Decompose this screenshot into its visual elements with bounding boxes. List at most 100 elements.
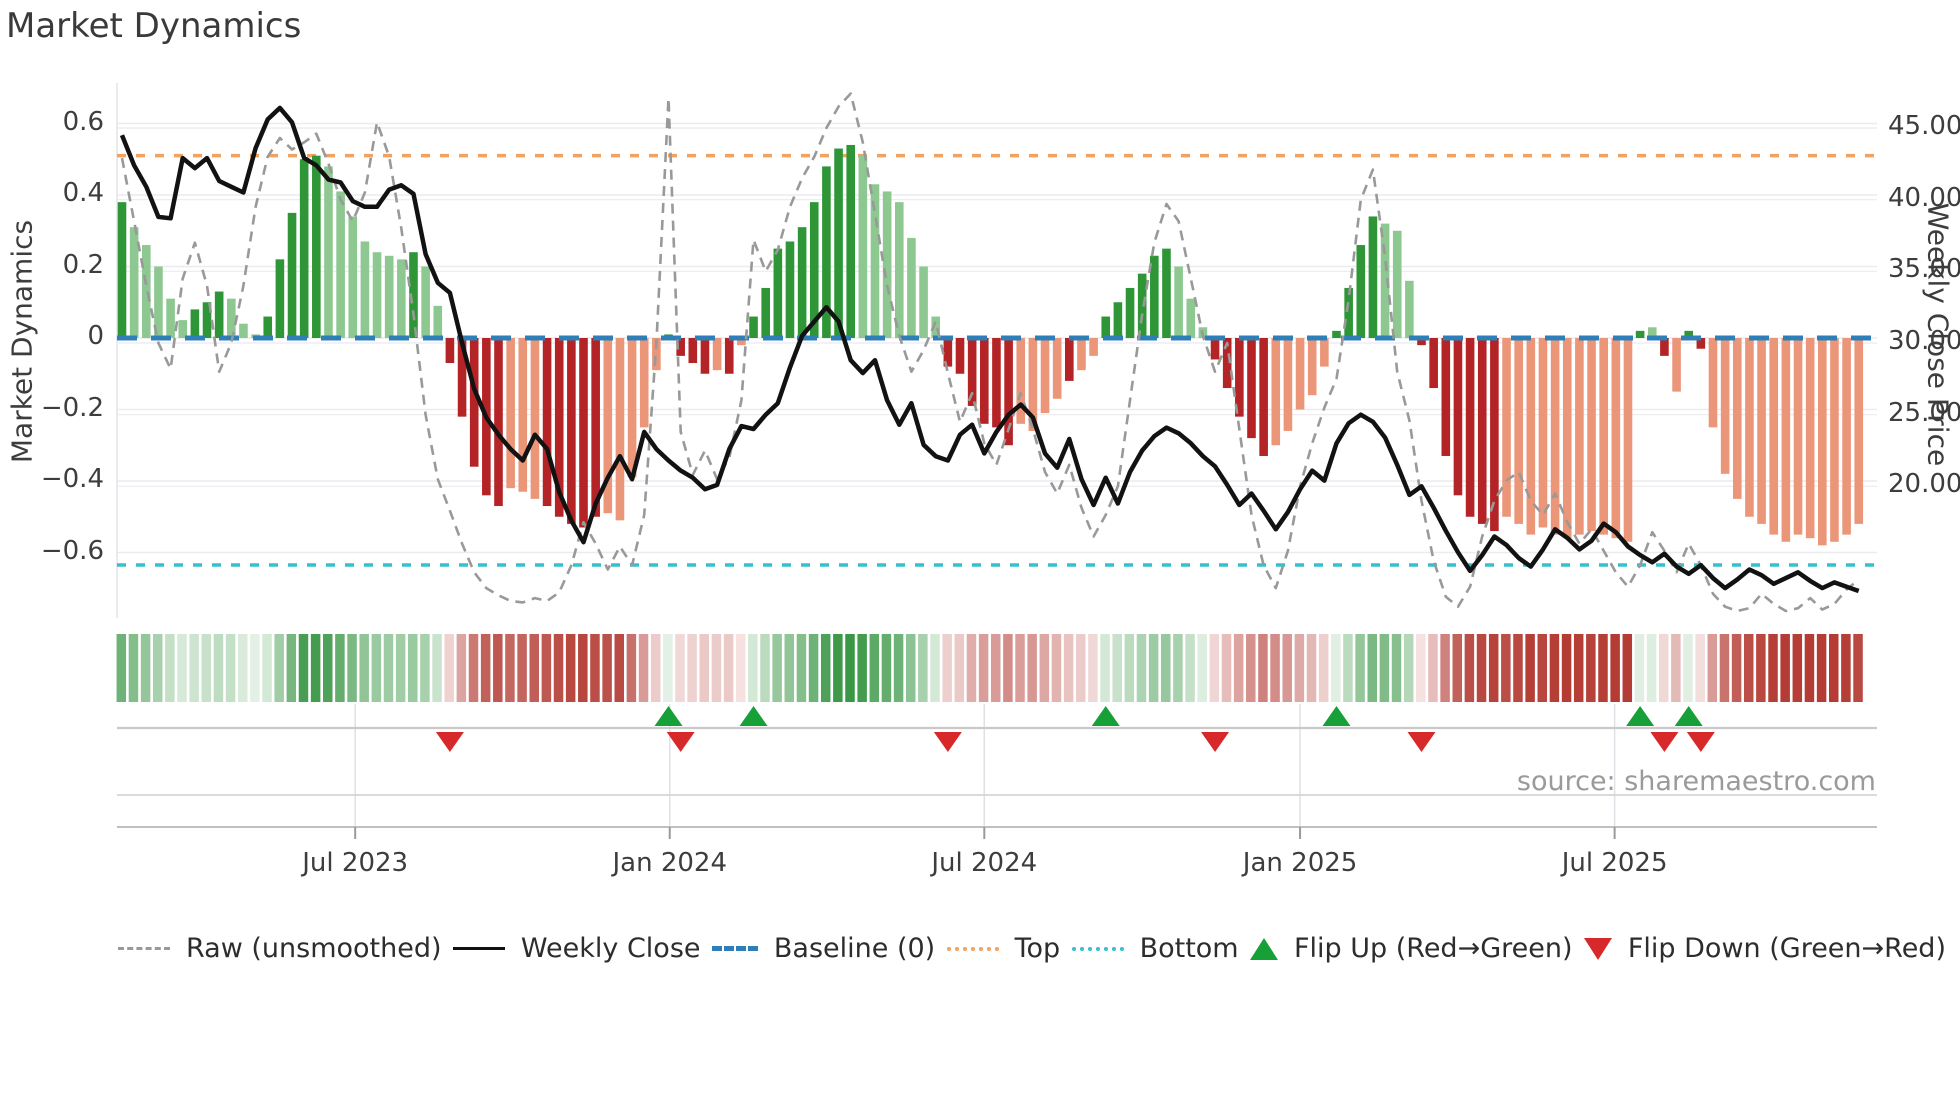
oscillator-bar	[469, 338, 479, 467]
oscillator-bar	[676, 338, 685, 356]
heatmap-cell	[225, 634, 236, 702]
oscillator-bar	[1842, 338, 1851, 535]
legend-label: Bottom	[1139, 933, 1239, 964]
heatmap-cell	[748, 634, 758, 702]
oscillator-bar	[1538, 338, 1548, 528]
oscillator-bar	[275, 259, 285, 338]
heatmap-cell	[383, 634, 394, 702]
heatmap-cell	[1537, 634, 1548, 702]
flip-down-marker	[933, 732, 962, 752]
oscillator-bar	[1307, 338, 1317, 396]
oscillator-bar	[724, 338, 734, 374]
heatmap-cell	[1403, 634, 1414, 702]
x-tick-label: Jan 2025	[1242, 848, 1358, 878]
heatmap-cell	[1246, 634, 1256, 702]
oscillator-bar	[190, 309, 200, 338]
oscillator-bar	[688, 338, 698, 364]
legend-label: Flip Down (Green→Red)	[1627, 933, 1946, 964]
oscillator-bar	[202, 302, 212, 338]
oscillator-bar	[1429, 338, 1438, 389]
heatmap-cell	[845, 634, 855, 702]
oscillator-bar	[1417, 338, 1426, 346]
heatmap-cell	[1367, 634, 1377, 702]
heatmap-cell	[1331, 634, 1341, 702]
flip-up-marker	[1674, 706, 1703, 726]
oscillator-bar	[1477, 338, 1487, 524]
oscillator-bar	[1465, 338, 1475, 517]
oscillator-bar	[1344, 287, 1353, 338]
legend-item: Bottom	[1071, 933, 1239, 964]
oscillator-bar	[360, 241, 370, 338]
heatmap-cell	[1792, 634, 1803, 702]
oscillator-bar	[1028, 338, 1038, 431]
oscillator-bar	[409, 252, 418, 338]
heatmap-cell	[942, 634, 952, 702]
heatmap-cell	[1743, 634, 1754, 702]
heatmap-cell	[869, 634, 880, 702]
legend-item: Top	[946, 933, 1060, 964]
heatmap-cell	[1209, 634, 1220, 702]
heatmap-cell	[650, 634, 661, 702]
heatmap-cell	[213, 634, 224, 702]
left-tick-label: −0.2	[40, 392, 104, 423]
oscillator-bar	[1708, 338, 1718, 428]
oscillator-bar	[506, 338, 515, 489]
x-tick-label: Jul 2023	[302, 848, 409, 878]
heatmap-cell	[371, 634, 382, 702]
heatmap-cell	[1549, 634, 1560, 702]
oscillator-bar	[372, 252, 382, 338]
bars-layer	[117, 144, 1864, 546]
heatmap-cell	[1112, 634, 1122, 702]
oscillator-bar	[1320, 338, 1329, 367]
oscillator-bar	[1720, 338, 1730, 474]
oscillator-bar	[1089, 338, 1098, 356]
left-tick-label: 0.6	[62, 106, 104, 137]
oscillator-bar	[1769, 338, 1779, 535]
oscillator-bar	[1125, 287, 1135, 338]
oscillator-bar	[1380, 223, 1390, 338]
oscillator-bar	[1854, 338, 1864, 524]
heatmap-cell	[1003, 634, 1013, 702]
heatmap-cell	[1719, 634, 1730, 702]
top-dotted-line-icon	[946, 946, 999, 951]
legend-item: Flip Up (Red→Green)	[1250, 933, 1573, 964]
oscillator-bar	[797, 227, 807, 338]
heatmap-cell	[1464, 634, 1475, 702]
oscillator-bar	[870, 184, 880, 338]
heatmap-cell	[772, 634, 782, 702]
oscillator-bar	[178, 320, 188, 338]
heatmap-cell	[553, 634, 564, 702]
flip-down-marker	[1686, 732, 1715, 752]
heatmap-cell	[1756, 634, 1766, 702]
oscillator-bar	[1526, 338, 1536, 535]
oscillator-bar	[700, 338, 710, 374]
heatmap-cell	[1780, 634, 1790, 702]
oscillator-bar	[1332, 330, 1341, 338]
oscillator-bar	[809, 202, 819, 338]
heatmap-cell	[966, 634, 977, 702]
flip-up-marker	[1091, 706, 1120, 726]
left-tick-label: 0.4	[62, 178, 104, 208]
oscillator-bar	[530, 338, 540, 499]
oscillator-bar	[214, 291, 224, 338]
heatmap-cell	[1513, 634, 1523, 702]
oscillator-bar	[979, 338, 989, 424]
heatmap-cell	[1197, 634, 1207, 702]
weekly-close-line	[119, 105, 1860, 594]
oscillator-bar	[433, 305, 443, 338]
heatmap-cell	[1561, 634, 1572, 702]
heatmap-cell	[1610, 634, 1620, 702]
heatmap-cell	[723, 634, 734, 702]
heatmap-cell	[1015, 634, 1025, 702]
heatmap-cell	[1318, 634, 1329, 702]
heatmap-strip	[116, 634, 1863, 702]
oscillator-bar	[712, 338, 722, 371]
heatmap-cell	[1343, 634, 1353, 702]
heatmap-cell	[335, 634, 345, 702]
flip-markers	[435, 706, 1715, 752]
heatmap-cell	[626, 634, 637, 702]
oscillator-bar	[882, 191, 892, 338]
heatmap-cell	[857, 634, 867, 702]
heatmap-cell	[675, 634, 685, 702]
heatmap-cell	[1853, 634, 1863, 702]
